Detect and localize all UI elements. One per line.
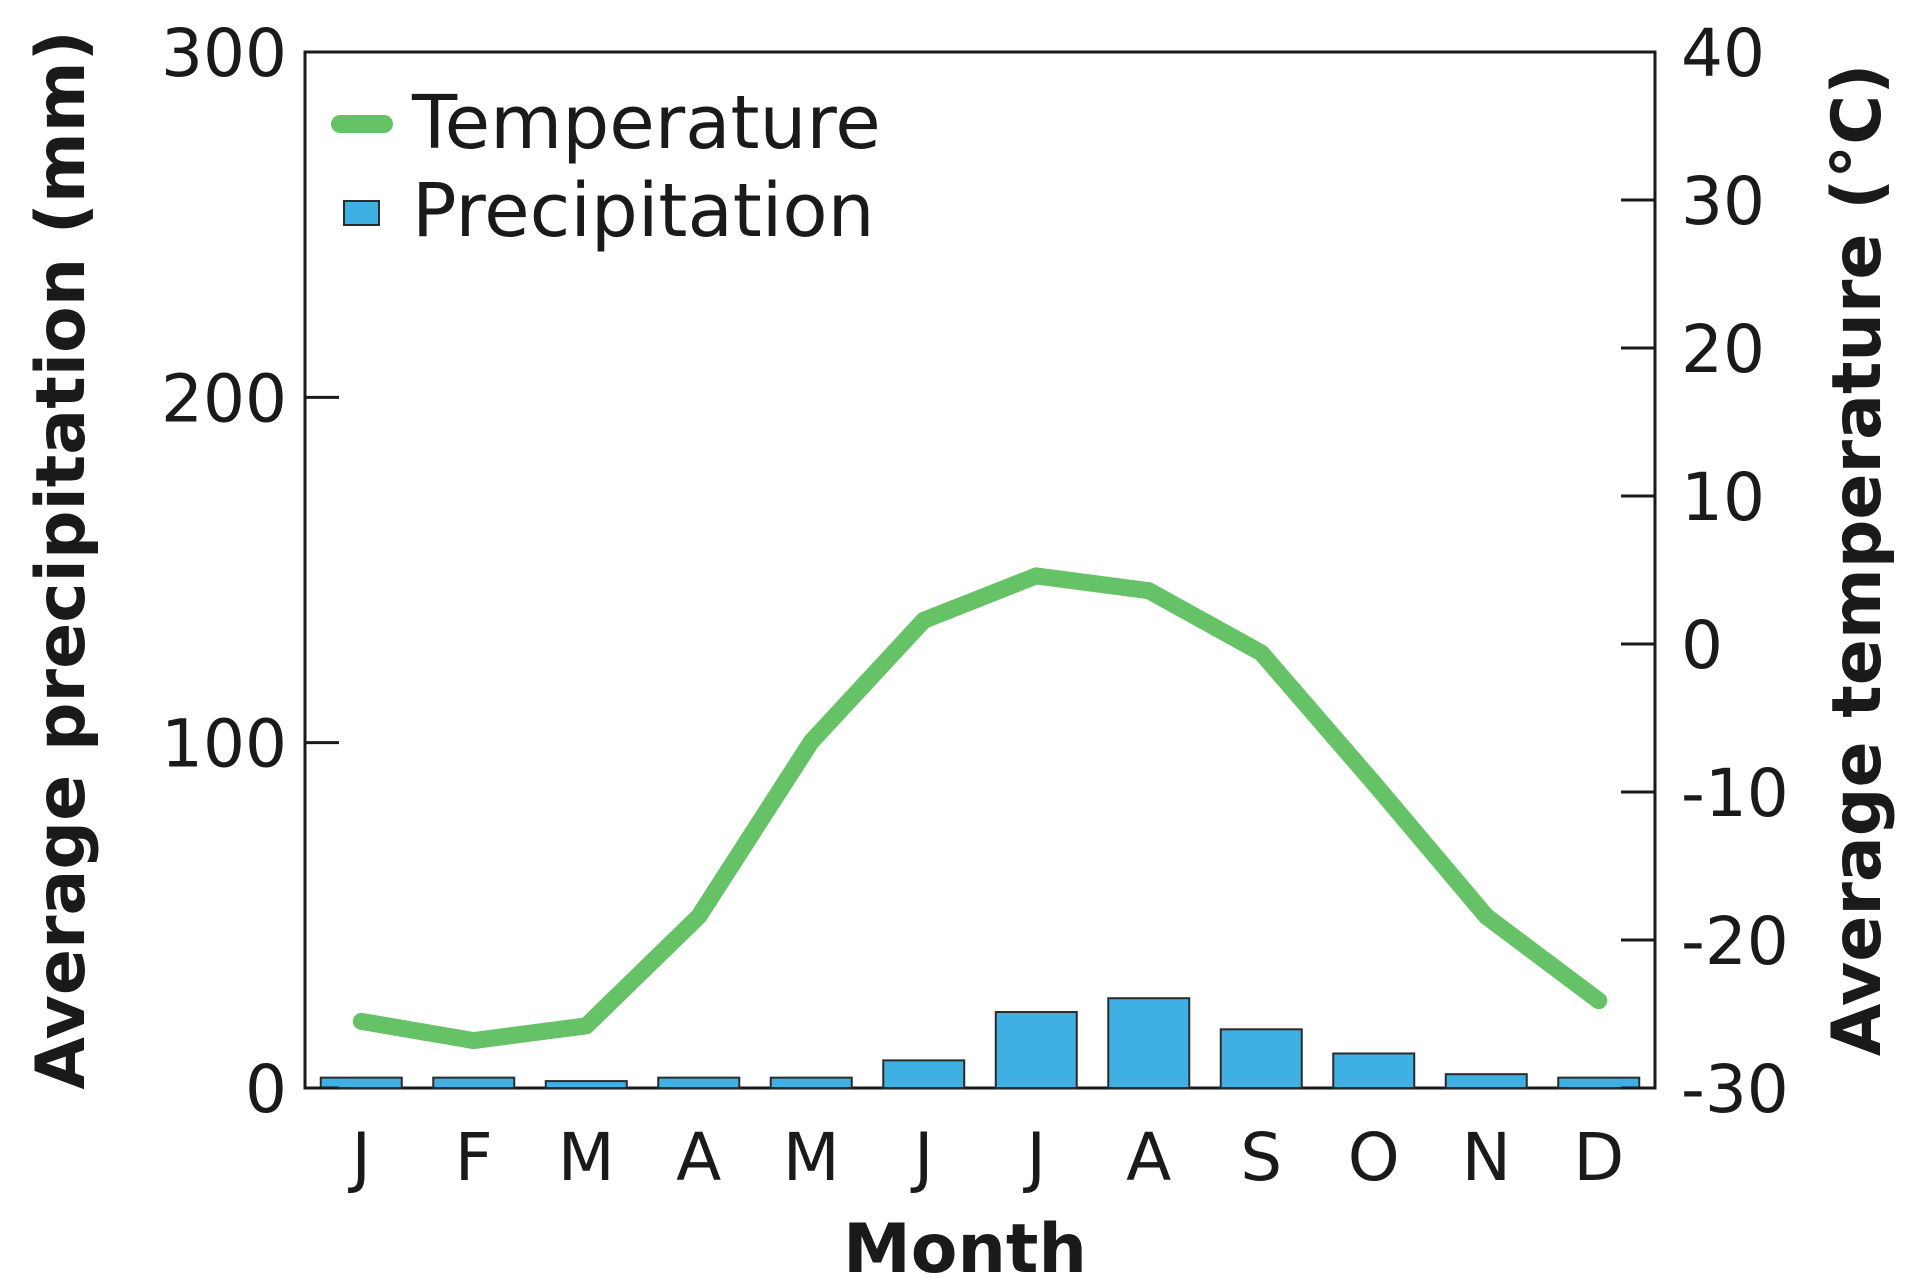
- x-tick-label: M: [783, 1119, 840, 1196]
- x-tick-label: J: [348, 1119, 371, 1196]
- right-y-tick-label: 0: [1681, 607, 1723, 684]
- precipitation-bar: [319, 1076, 403, 1090]
- right-y-tick-label: -30: [1681, 1051, 1789, 1128]
- precipitation-bar: [1332, 1052, 1416, 1090]
- precipitation-bar: [657, 1076, 741, 1090]
- precipitation-bars: [319, 997, 1641, 1090]
- right-y-tick-label: -10: [1681, 755, 1789, 832]
- precipitation-bar: [432, 1076, 516, 1090]
- precipitation-bar: [1557, 1076, 1641, 1090]
- left-y-tick-label: 100: [161, 706, 287, 783]
- right-y-tick-label: -20: [1681, 903, 1789, 980]
- right-y-axis-title: Average temperature (°C): [1818, 64, 1897, 1057]
- x-tick-label: S: [1240, 1119, 1282, 1196]
- left-y-tick-label: 0: [245, 1051, 287, 1128]
- left-y-tick-label: 200: [161, 360, 287, 437]
- x-tick-label: A: [676, 1119, 721, 1196]
- temperature-line-group: [352, 567, 1608, 1050]
- x-tick-label: J: [910, 1119, 933, 1196]
- legend-precipitation-label: Precipitation: [412, 168, 875, 254]
- precipitation-bar: [544, 1080, 628, 1090]
- left-y-axis-title: Average precipitation (mm): [22, 30, 101, 1089]
- precipitation-bar: [1444, 1073, 1528, 1089]
- legend: Temperature Precipitation: [331, 80, 881, 254]
- x-tick-label: A: [1126, 1119, 1171, 1196]
- precipitation-bar: [994, 1011, 1078, 1090]
- legend-precipitation-swatch: [343, 200, 380, 226]
- temperature-line: [352, 567, 1608, 1050]
- x-tick-label: D: [1573, 1119, 1624, 1196]
- x-axis-title: Month: [843, 1210, 1087, 1281]
- x-tick-label: O: [1348, 1119, 1400, 1196]
- left-y-tick-label: 300: [161, 15, 287, 92]
- legend-temperature-label: Temperature: [411, 80, 881, 166]
- precipitation-bar: [769, 1076, 853, 1090]
- precipitation-bar: [1107, 997, 1191, 1089]
- x-tick-label: J: [1023, 1119, 1046, 1196]
- right-y-tick-label: 20: [1681, 311, 1765, 388]
- precipitation-bar: [882, 1059, 966, 1089]
- x-tick-label: N: [1462, 1119, 1511, 1196]
- plot-frame: [303, 50, 1657, 1090]
- precipitation-bar: [1219, 1028, 1303, 1089]
- right-y-tick-label: 40: [1681, 15, 1765, 92]
- right-y-tick-label: 10: [1681, 459, 1765, 536]
- x-tick-label: F: [455, 1119, 493, 1196]
- x-tick-label: M: [558, 1119, 615, 1196]
- left-y-axis: 0 100 200 300: [161, 15, 339, 1128]
- right-y-tick-label: 30: [1681, 163, 1765, 240]
- right-y-axis: -30 -20 -10 0 10 20 30 40: [1621, 15, 1789, 1128]
